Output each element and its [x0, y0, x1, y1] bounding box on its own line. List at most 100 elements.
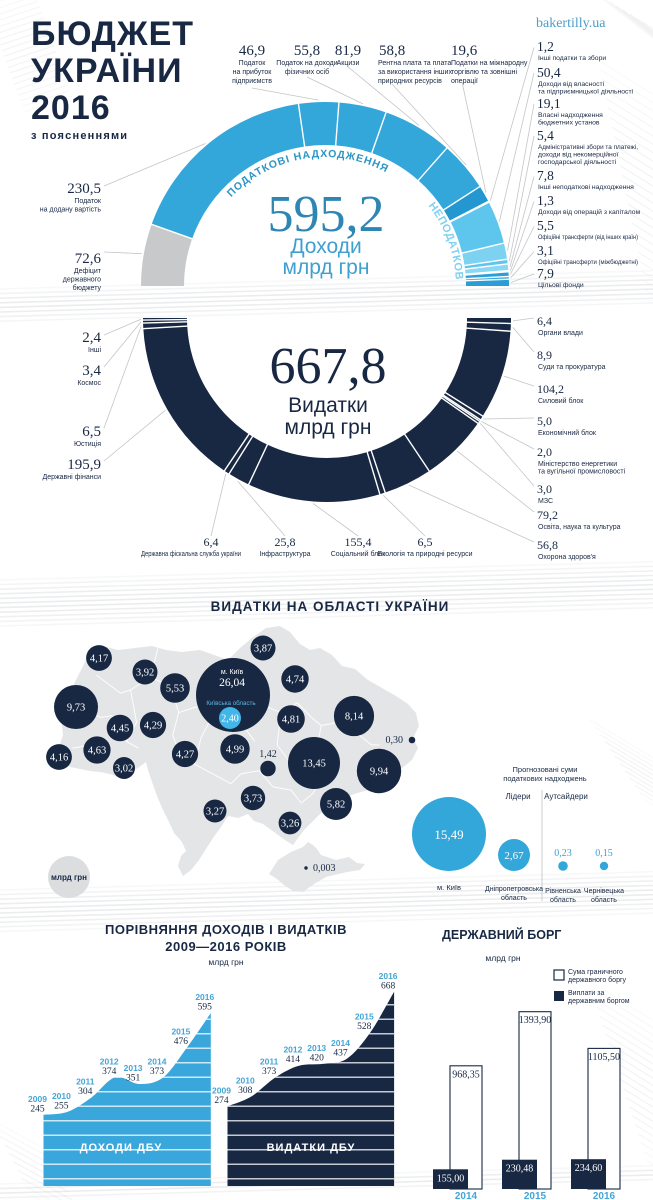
svg-text:4,29: 4,29 [144, 721, 162, 732]
svg-text:МЗС: МЗС [538, 498, 553, 505]
svg-text:667,8: 667,8 [270, 338, 387, 395]
svg-text:Виплати за: Виплати за [568, 990, 604, 997]
svg-text:Податок: Податок [239, 60, 267, 67]
svg-text:Дефіцит: Дефіцит [74, 267, 102, 275]
svg-text:2016: 2016 [593, 1191, 616, 1200]
svg-text:Доходи від власності: Доходи від власності [538, 80, 605, 88]
svg-text:6,5: 6,5 [418, 535, 433, 549]
svg-text:26,04: 26,04 [219, 677, 245, 689]
svg-text:476: 476 [174, 1037, 189, 1047]
svg-text:доходи від некомерційної: доходи від некомерційної [538, 151, 619, 159]
svg-text:56,8: 56,8 [537, 538, 558, 552]
svg-text:природних ресурсів: природних ресурсів [378, 77, 442, 85]
svg-text:9,73: 9,73 [67, 703, 85, 714]
svg-text:Доходи від операцій з капітало: Доходи від операцій з капіталом [538, 208, 641, 216]
svg-text:3,73: 3,73 [244, 794, 262, 805]
svg-text:2015: 2015 [524, 1191, 547, 1200]
svg-text:5,53: 5,53 [166, 684, 184, 695]
svg-text:ПОРІВНЯННЯ ДОХОДІВ І ВИДАТКІВ: ПОРІВНЯННЯ ДОХОДІВ І ВИДАТКІВ [105, 922, 347, 937]
svg-text:Інші: Інші [88, 346, 101, 354]
svg-text:304: 304 [78, 1087, 93, 1097]
svg-text:ВИДАТКИ НА ОБЛАСТІ УКРАЇНИ: ВИДАТКИ НА ОБЛАСТІ УКРАЇНИ [211, 599, 450, 614]
svg-text:Економічний блок: Економічний блок [538, 429, 597, 437]
svg-text:4,81: 4,81 [282, 715, 300, 726]
svg-text:Чернівецька: Чернівецька [584, 887, 624, 895]
svg-text:господарської діяльності: господарської діяльності [538, 158, 617, 166]
svg-text:Офіційні трансферти (міжбюджет: Офіційні трансферти (міжбюджетні) [538, 258, 638, 266]
svg-text:0,003: 0,003 [313, 863, 336, 874]
svg-text:податкових надходжень: податкових надходжень [503, 774, 586, 783]
svg-text:245: 245 [30, 1104, 45, 1114]
svg-text:з поясненнями: з поясненнями [31, 130, 128, 142]
svg-text:255: 255 [54, 1101, 69, 1111]
svg-text:Податки на міжнародну: Податки на міжнародну [451, 59, 528, 67]
svg-text:6,4: 6,4 [537, 314, 552, 328]
svg-text:5,4: 5,4 [537, 128, 554, 143]
svg-text:бюджету: бюджету [73, 284, 102, 292]
svg-text:Податок на доходи: Податок на доходи [276, 60, 337, 67]
svg-text:Юстиція: Юстиція [74, 440, 101, 448]
svg-text:2016: 2016 [195, 992, 214, 1002]
svg-text:2011: 2011 [260, 1057, 279, 1067]
svg-text:2015: 2015 [355, 1012, 374, 1022]
svg-text:2012: 2012 [283, 1045, 302, 1055]
svg-text:область: область [550, 896, 576, 904]
svg-text:Силовий блок: Силовий блок [538, 397, 584, 405]
svg-text:Охорона здоров'я: Охорона здоров'я [538, 554, 596, 561]
svg-text:668: 668 [381, 981, 396, 991]
svg-text:55,8: 55,8 [294, 43, 320, 59]
svg-text:7,8: 7,8 [537, 168, 554, 183]
svg-text:Інші податки та збори: Інші податки та збори [538, 54, 606, 62]
svg-text:528: 528 [357, 1022, 372, 1032]
svg-text:3,4: 3,4 [82, 363, 101, 379]
svg-text:19,1: 19,1 [537, 96, 561, 111]
svg-text:Видатки: Видатки [288, 394, 368, 417]
svg-text:Суди та прокуратура: Суди та прокуратура [538, 364, 606, 371]
svg-text:Державна фіскальна служба укра: Державна фіскальна служба україни [141, 550, 241, 558]
svg-text:2014: 2014 [331, 1038, 350, 1048]
svg-text:Рентна плата та плата: Рентна плата та плата [378, 60, 451, 67]
svg-text:1,2: 1,2 [537, 39, 554, 54]
svg-text:область: область [591, 896, 617, 904]
svg-text:5,82: 5,82 [327, 800, 345, 811]
svg-text:4,45: 4,45 [111, 724, 129, 735]
svg-text:Прогнозовані суми: Прогнозовані суми [513, 765, 578, 774]
svg-text:ВИДАТКИ ДБУ: ВИДАТКИ ДБУ [267, 1142, 356, 1154]
svg-text:351: 351 [126, 1073, 141, 1083]
svg-text:Сума граничного: Сума граничного [568, 969, 623, 976]
svg-text:3,1: 3,1 [537, 243, 554, 258]
svg-text:25,8: 25,8 [275, 535, 296, 549]
svg-text:на додану вартість: на додану вартість [40, 206, 102, 214]
svg-text:державного: державного [63, 277, 101, 284]
svg-text:5,5: 5,5 [537, 218, 554, 233]
svg-text:308: 308 [238, 1086, 253, 1096]
svg-text:420: 420 [310, 1053, 325, 1063]
svg-text:млрд грн: млрд грн [208, 957, 243, 967]
svg-text:державного боргу: державного боргу [568, 976, 627, 984]
svg-text:Доходи: Доходи [290, 235, 361, 258]
svg-text:234,60: 234,60 [575, 1163, 603, 1174]
svg-text:274: 274 [214, 1096, 229, 1106]
svg-text:4,63: 4,63 [88, 746, 106, 757]
svg-text:5,0: 5,0 [537, 414, 552, 428]
svg-text:млрд грн: млрд грн [285, 416, 372, 439]
svg-text:Аутсайдери: Аутсайдери [544, 792, 588, 801]
svg-text:2016: 2016 [31, 89, 111, 127]
svg-text:торгівлю та зовнішні: торгівлю та зовнішні [451, 68, 517, 76]
svg-text:на прибуток: на прибуток [233, 68, 273, 76]
svg-text:область: область [501, 894, 527, 902]
svg-text:437: 437 [333, 1048, 348, 1058]
svg-text:595: 595 [198, 1003, 213, 1013]
svg-text:УКРАЇНИ: УКРАЇНИ [31, 52, 183, 90]
svg-text:Рівненська: Рівненська [545, 887, 581, 895]
svg-text:195,9: 195,9 [67, 457, 101, 473]
svg-text:414: 414 [286, 1055, 301, 1065]
svg-text:Цільові фонди: Цільові фонди [538, 281, 584, 289]
svg-text:3,0: 3,0 [537, 482, 552, 496]
svg-text:млрд грн: млрд грн [485, 953, 520, 963]
svg-text:за використання інших: за використання інших [378, 68, 452, 76]
svg-text:млрд грн: млрд грн [283, 256, 370, 279]
svg-text:7,9: 7,9 [537, 266, 554, 281]
svg-text:ДЕРЖАВНИЙ БОРГ: ДЕРЖАВНИЙ БОРГ [442, 927, 561, 942]
svg-text:968,35: 968,35 [452, 1069, 480, 1080]
